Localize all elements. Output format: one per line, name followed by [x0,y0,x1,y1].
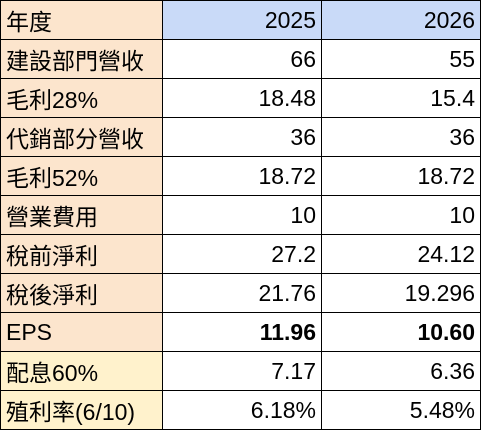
value-2026-cell[interactable]: 10.60 [321,312,481,352]
table-row: 配息60% 7.17 6.36 [0,351,481,391]
value-2025-cell[interactable]: 11.96 [162,312,322,352]
table-row: 營業費用 10 10 [0,195,481,235]
value-2026-cell[interactable]: 55 [321,39,481,79]
value-2025-cell[interactable]: 18.72 [162,156,322,196]
value-2026-cell[interactable]: 15.4 [321,78,481,118]
table-row: EPS 11.96 10.60 [0,312,481,352]
value-2025-cell[interactable]: 10 [162,195,322,235]
value-2025-cell[interactable]: 21.76 [162,273,322,313]
value-2025-cell[interactable]: 66 [162,39,322,79]
table-row: 殖利率(6/10) 6.18% 5.48% [0,390,481,430]
row-label-cell[interactable]: 稅後淨利 [0,273,163,313]
row-label-cell[interactable]: 營業費用 [0,195,163,235]
value-2025-cell[interactable]: 36 [162,117,322,157]
row-label-cell[interactable]: 代銷部分營收 [0,117,163,157]
row-label-cell[interactable]: 毛利28% [0,78,163,118]
value-2025-cell[interactable]: 7.17 [162,351,322,391]
value-2025-cell[interactable]: 27.2 [162,234,322,274]
row-label-cell[interactable]: EPS [0,312,163,352]
table-row: 代銷部分營收 36 36 [0,117,481,157]
value-2026-cell[interactable]: 10 [321,195,481,235]
table-row: 毛利52% 18.72 18.72 [0,156,481,196]
row-label-cell[interactable]: 殖利率(6/10) [0,390,163,430]
table-row: 稅前淨利 27.2 24.12 [0,234,481,274]
row-label-cell[interactable]: 配息60% [0,351,163,391]
value-2026-cell[interactable]: 36 [321,117,481,157]
header-year-2025-cell[interactable]: 2025 [162,0,322,40]
row-label-cell[interactable]: 毛利52% [0,156,163,196]
value-2025-cell[interactable]: 6.18% [162,390,322,430]
value-2026-cell[interactable]: 24.12 [321,234,481,274]
header-year-2026-cell[interactable]: 2026 [321,0,481,40]
header-row: 年度 2025 2026 [0,0,481,40]
table-row: 建設部門營收 66 55 [0,39,481,79]
header-label-cell[interactable]: 年度 [0,0,163,40]
value-2026-cell[interactable]: 5.48% [321,390,481,430]
table-row: 稅後淨利 21.76 19.296 [0,273,481,313]
row-label-cell[interactable]: 建設部門營收 [0,39,163,79]
value-2026-cell[interactable]: 18.72 [321,156,481,196]
value-2026-cell[interactable]: 6.36 [321,351,481,391]
value-2025-cell[interactable]: 18.48 [162,78,322,118]
table-row: 毛利28% 18.48 15.4 [0,78,481,118]
value-2026-cell[interactable]: 19.296 [321,273,481,313]
row-label-cell[interactable]: 稅前淨利 [0,234,163,274]
